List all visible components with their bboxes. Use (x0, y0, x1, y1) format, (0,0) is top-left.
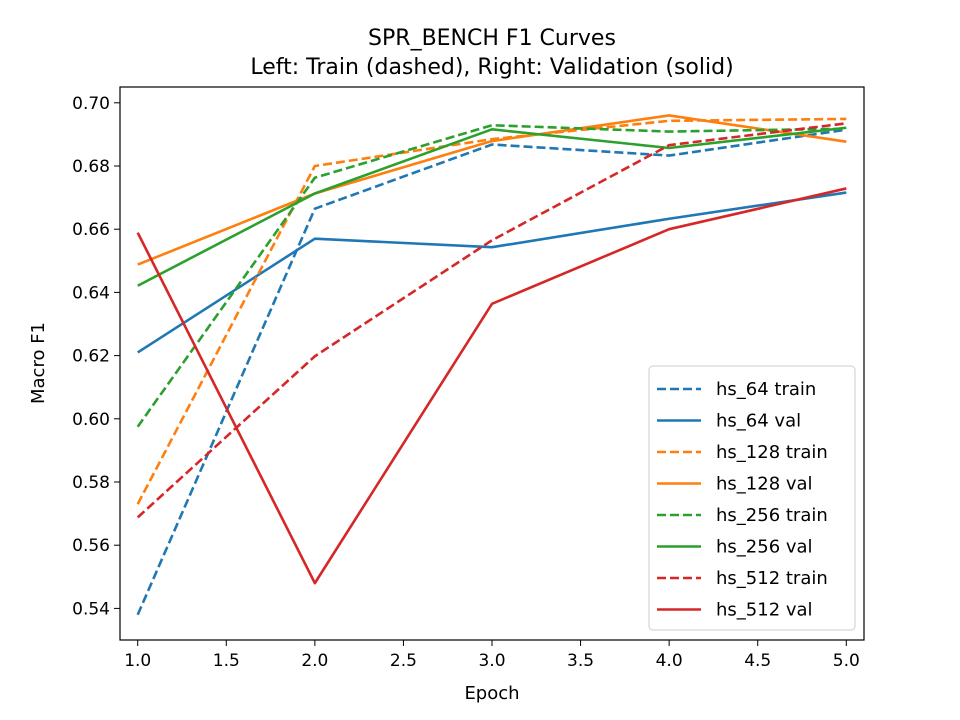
x-tick-label: 3.5 (567, 651, 594, 671)
series-line-hs-256-val (137, 126, 847, 287)
plot-frame (119, 86, 865, 641)
x-tick-label: 4.0 (656, 651, 683, 671)
x-axis-label: Epoch (464, 683, 519, 704)
chart-title-line-2: Left: Train (dashed), Right: Validation … (250, 55, 733, 80)
y-tick-label: 0.60 (72, 410, 110, 430)
chart-title-line-1: SPR_BENCH F1 Curves (368, 26, 616, 51)
x-tick-label: 4.5 (744, 651, 771, 671)
x-axis-ticks: 1.0 1.5 2.0 2.5 3.0 3.5 4.0 4.5 5.0 (124, 640, 860, 671)
legend-label: hs_128 train (716, 442, 828, 463)
series-line-hs-512-train (136, 122, 847, 519)
series-line-hs-64-val (137, 191, 847, 354)
series-line-hs-512-val (136, 187, 847, 585)
y-tick-label: 0.58 (72, 473, 110, 493)
legend-label: hs_128 val (716, 474, 813, 495)
legend: hs_64 train hs_64 val hs_128 train hs_128 v… (648, 365, 856, 631)
legend-label: hs_256 train (716, 505, 828, 526)
series-line-hs-64-train (136, 128, 847, 616)
x-tick-label: 2.5 (390, 651, 417, 671)
legend-box (648, 365, 856, 631)
y-tick-label: 0.64 (72, 283, 110, 303)
series-line-hs-128-train (136, 117, 847, 505)
y-tick-label: 0.70 (72, 94, 110, 114)
series-line-hs-128-val (137, 114, 847, 266)
legend-label: hs_64 train (716, 379, 816, 400)
x-tick-label: 1.0 (124, 651, 151, 671)
legend-label: hs_256 val (716, 537, 813, 558)
y-tick-label: 0.54 (72, 599, 110, 619)
y-tick-label: 0.66 (72, 220, 110, 240)
y-tick-label: 0.56 (72, 536, 110, 556)
y-axis-label: Macro F1 (28, 322, 49, 404)
y-tick-label: 0.68 (72, 157, 110, 177)
legend-label: hs_512 val (716, 600, 813, 621)
series-line-hs-256-train (136, 123, 847, 428)
legend-label: hs_512 train (716, 568, 828, 589)
x-tick-label: 3.0 (478, 651, 505, 671)
plot-series (136, 114, 847, 616)
y-axis-ticks: 0.54 0.56 0.58 0.60 0.62 0.64 0.66 0.68 0.70 (72, 94, 120, 619)
x-tick-label: 2.0 (301, 651, 328, 671)
y-tick-label: 0.62 (72, 347, 110, 367)
x-tick-label: 1.5 (213, 651, 240, 671)
x-tick-label: 5.0 (833, 651, 860, 671)
legend-label: hs_64 val (716, 411, 801, 432)
